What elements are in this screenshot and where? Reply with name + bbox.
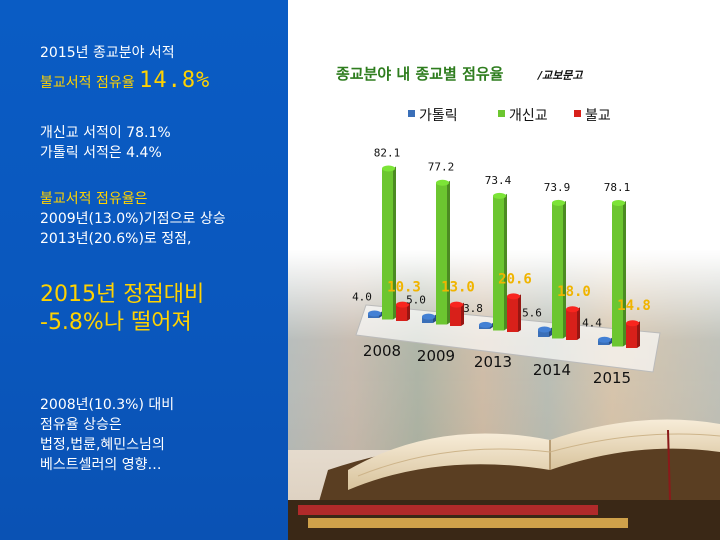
bar-top-2015-1 — [598, 336, 611, 343]
bar-side-2009-2 — [447, 180, 450, 325]
data-label-2013-3: 20.6 — [498, 271, 532, 287]
chart-title: 종교분야 내 종교별 점유율 — [336, 65, 504, 83]
headline-line-2: -5.8%나 떨어져 — [40, 310, 192, 335]
bar-top-2014-2 — [552, 199, 565, 206]
legend-swatch-1 — [408, 110, 415, 117]
bar-2008-3 — [396, 304, 407, 321]
summary-line-5: 불교서적 점유율은 — [40, 191, 148, 207]
bar-top-2013-1 — [479, 321, 492, 328]
data-label-2008-2: 82.1 — [374, 147, 401, 160]
bar-top-2014-3 — [566, 306, 579, 313]
data-label-2015-3: 14.8 — [617, 298, 651, 314]
data-label-2014-1: 5.6 — [522, 306, 542, 319]
bar-2014-3 — [566, 309, 577, 340]
summary-line-3: 개신교 서적이 78.1% — [40, 125, 171, 141]
data-label-2009-3: 13.0 — [441, 280, 475, 296]
bar-2009-1 — [422, 316, 433, 323]
data-label-2015-1: 4.4 — [582, 317, 602, 330]
chart-panel: 종교분야 내 종교별 점유율 /교보문고 가톨릭 개신교 불교 4.0 82.1 10.… — [288, 0, 720, 540]
bar-top-2013-2 — [493, 192, 506, 199]
bar-side-2015-2 — [623, 201, 626, 347]
summary-line-12: 법정,법륜,혜민스님의 — [40, 437, 165, 453]
bar-top-2009-3 — [450, 301, 463, 308]
buddhist-share-value: 14.8% — [139, 68, 211, 93]
bar-2013-2 — [493, 195, 504, 331]
religion-share-chart: 종교분야 내 종교별 점유율 /교보문고 가톨릭 개신교 불교 4.0 82.1 10.… — [288, 65, 720, 540]
legend-label-1: 가톨릭 — [419, 108, 458, 124]
bar-top-2008-1 — [368, 310, 381, 317]
summary-line-6: 2009년(13.0%)기점으로 상승 — [40, 211, 226, 227]
data-label-2009-1: 5.0 — [406, 294, 426, 307]
chart-legend: 가톨릭 개신교 불교 — [408, 108, 611, 124]
bar-2009-2 — [436, 182, 447, 325]
bar-2009-3 — [450, 304, 461, 326]
bar-2015-3 — [626, 323, 637, 348]
open-book-illustration — [288, 419, 720, 540]
bar-2014-2 — [552, 202, 563, 339]
bar-top-2008-3 — [396, 301, 409, 308]
bar-2008-2 — [382, 168, 393, 320]
bar-side-2013-2 — [504, 193, 507, 331]
data-label-2009-2: 77.2 — [428, 161, 455, 174]
bar-top-2008-2 — [382, 165, 395, 172]
legend-swatch-3 — [574, 110, 581, 117]
bar-top-2014-1 — [538, 326, 551, 333]
buddhist-share-label: 불교서적 점유율 — [40, 75, 135, 91]
chart-data-labels: 4.0 82.1 10.35.0 77.2 13.0 3.8 73.4 20.6 5.6 73.9… — [352, 147, 651, 330]
bar-side-2008-2 — [393, 166, 396, 320]
left-panel: 2015년 종교분야 서적 불교서적 점유율 14.8% 개신교 서적이 78.… — [0, 0, 288, 540]
summary-line-1: 2015년 종교분야 서적 — [40, 45, 175, 61]
data-label-2008-1: 4.0 — [352, 290, 372, 303]
bar-side-2014-2 — [563, 200, 566, 339]
bar-top-2009-2 — [436, 179, 449, 186]
bar-side-2013-3 — [518, 294, 521, 332]
data-label-2008-3: 10.3 — [387, 280, 421, 296]
data-label-2015-2: 78.1 — [604, 181, 631, 194]
summary-line-11: 점유율 상승은 — [40, 417, 122, 433]
bar-top-2015-3 — [626, 320, 639, 327]
x-tick-2008: 2008 — [363, 342, 401, 360]
headline-line-1: 2015년 정점대비 — [40, 282, 205, 307]
bar-side-2009-3 — [461, 302, 464, 326]
legend-label-3: 불교 — [585, 108, 611, 124]
bar-2013-3 — [507, 296, 518, 332]
summary-line-4: 가톨릭 서적은 4.4% — [40, 145, 162, 161]
summary-line-7: 2013년(20.6%)로 정점, — [40, 231, 192, 247]
bar-side-2015-3 — [637, 321, 640, 348]
data-label-2013-1: 3.8 — [463, 302, 483, 315]
x-tick-2015: 2015 — [593, 369, 631, 387]
summary-line-13: 베스트셀러의 영향… — [40, 457, 162, 473]
bar-top-2015-2 — [612, 200, 625, 207]
data-label-2014-3: 18.0 — [557, 284, 591, 300]
x-tick-2009: 2009 — [417, 347, 455, 365]
bar-side-2014-3 — [577, 307, 580, 340]
data-label-2013-2: 73.4 — [485, 174, 512, 187]
chart-x-axis: 2008 2009 2013 2014 2015 — [363, 342, 631, 387]
legend-label-2: 개신교 — [509, 108, 548, 124]
chart-subtitle: /교보문고 — [536, 69, 583, 82]
bar-2014-1 — [538, 329, 549, 337]
chart-bars — [368, 165, 640, 348]
bar-side-2008-3 — [407, 302, 410, 321]
bar-2015-2 — [612, 203, 623, 347]
legend-swatch-2 — [498, 110, 505, 117]
bar-top-2009-1 — [422, 313, 435, 320]
summary-line-10: 2008년(10.3%) 대비 — [40, 397, 175, 413]
summary-line-2: 불교서적 점유율 14.8% — [40, 70, 210, 92]
x-tick-2013: 2013 — [474, 353, 512, 371]
x-tick-2014: 2014 — [533, 361, 571, 379]
bar-top-2013-3 — [507, 293, 520, 300]
data-label-2014-2: 73.9 — [544, 181, 571, 194]
